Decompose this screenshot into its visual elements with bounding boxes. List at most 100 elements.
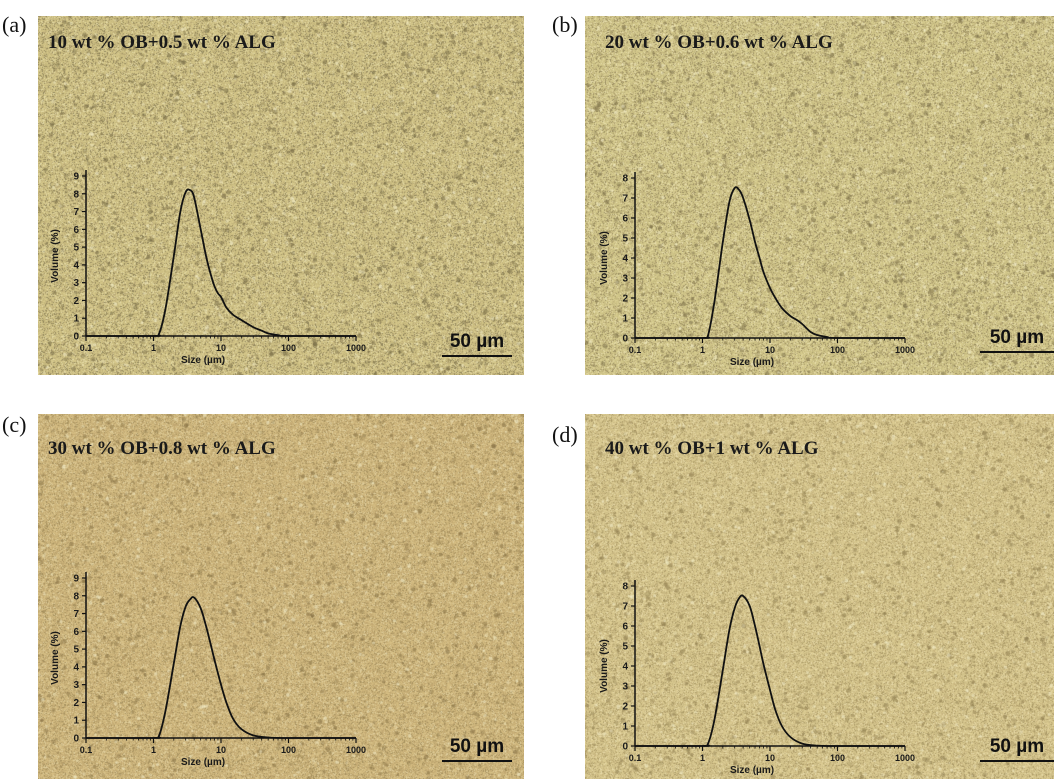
micrograph-image <box>585 414 1054 779</box>
y-axis-label: Volume (%) <box>50 631 61 685</box>
x-axis-label: Size (µm) <box>730 357 774 368</box>
x-tick-label-4: 1000 <box>895 753 915 763</box>
y-tick-label-8: 8 <box>73 189 79 200</box>
x-tick-label-3: 100 <box>281 343 296 353</box>
y-tick-label-1: 1 <box>622 314 628 325</box>
x-tick-label-0: 0.1 <box>80 343 93 353</box>
micrograph-panel-c: 30 wt % OB+0.8 wt % ALG 0 1 2 3 4 5 6 7 8 9 0.1 1 10… <box>38 414 524 779</box>
x-tick-label-3: 100 <box>830 345 845 355</box>
panel-title: 30 wt % OB+0.8 wt % ALG <box>48 438 276 459</box>
y-tick-label-7: 7 <box>73 207 79 218</box>
y-tick-label-4: 4 <box>73 260 79 271</box>
distribution-curve-0 <box>634 186 905 339</box>
y-tick-label-4: 4 <box>622 662 628 673</box>
scale-bar-line <box>980 760 1054 762</box>
micrograph-image <box>38 16 524 375</box>
panel-letter-a: (a) <box>2 12 27 37</box>
x-tick-label-2: 10 <box>765 753 775 763</box>
x-tick-label-2: 10 <box>765 345 775 355</box>
distribution-curve-0 <box>634 594 905 747</box>
distribution-curve-0 <box>85 596 356 739</box>
y-tick-label-7: 7 <box>622 602 628 613</box>
scale-bar: 50 µm <box>442 331 512 357</box>
panel-title: 40 wt % OB+1 wt % ALG <box>605 438 819 459</box>
micrograph-panel-b: 20 wt % OB+0.6 wt % ALG 0 1 2 3 4 5 6 7 8 0.1 1 10 1… <box>585 16 1054 375</box>
panel-letter-b: (b) <box>552 12 578 37</box>
x-tick-label-4: 1000 <box>346 343 366 353</box>
y-tick-label-2: 2 <box>622 702 628 713</box>
y-tick-label-4: 4 <box>73 662 79 673</box>
y-tick-label-3: 3 <box>73 680 79 691</box>
scale-bar-label: 50 µm <box>989 327 1045 348</box>
x-tick-label-3: 100 <box>830 753 845 763</box>
y-tick-label-9: 9 <box>73 574 79 585</box>
x-tick-label-0: 0.1 <box>80 745 93 755</box>
y-tick-label-1: 1 <box>622 722 628 733</box>
y-tick-label-7: 7 <box>73 609 79 620</box>
y-tick-label-0: 0 <box>622 334 628 345</box>
x-axis-label: Size (µm) <box>181 757 225 768</box>
x-tick-label-4: 1000 <box>346 745 366 755</box>
y-axis-label: Volume (%) <box>599 639 610 693</box>
x-tick-label-1: 1 <box>151 343 156 353</box>
x-tick-label-1: 1 <box>700 345 705 355</box>
size-distribution-chart: 0 1 2 3 4 5 6 7 8 9 0.1 1 10 100 1000 Size (µm) Volume (… <box>50 572 366 768</box>
y-tick-label-0: 0 <box>73 332 79 343</box>
distribution-curve-0 <box>85 188 356 337</box>
y-tick-label-8: 8 <box>622 174 628 185</box>
x-tick-label-0: 0.1 <box>629 753 642 763</box>
scale-bar: 50 µm <box>442 736 512 762</box>
y-tick-label-4: 4 <box>622 254 628 265</box>
size-distribution-chart: 0 1 2 3 4 5 6 7 8 0.1 1 10 100 1000 Size (µm) Volume (%… <box>599 172 915 368</box>
y-tick-label-5: 5 <box>622 642 628 653</box>
x-tick-label-2: 10 <box>216 745 226 755</box>
panel-letter-c: (c) <box>2 412 27 437</box>
y-tick-label-6: 6 <box>73 627 79 638</box>
panel-title: 10 wt % OB+0.5 wt % ALG <box>48 32 276 53</box>
scale-bar-label: 50 µm <box>449 736 505 757</box>
scale-bar-label: 50 µm <box>989 736 1045 757</box>
micrograph-panel-a: 10 wt % OB+0.5 wt % ALG 0 1 2 3 4 5 6 7 8 9 0.1 1 10… <box>38 16 524 375</box>
y-tick-label-2: 2 <box>73 296 79 307</box>
y-tick-label-6: 6 <box>622 214 628 225</box>
scale-bar: 50 µm <box>980 736 1054 762</box>
y-tick-label-5: 5 <box>73 243 79 254</box>
panel-title: 20 wt % OB+0.6 wt % ALG <box>605 32 833 53</box>
y-tick-label-9: 9 <box>73 172 79 183</box>
x-tick-label-1: 1 <box>151 745 156 755</box>
x-axis-label: Size (µm) <box>730 765 774 776</box>
micrograph-image <box>585 16 1054 375</box>
y-tick-label-7: 7 <box>622 194 628 205</box>
scale-bar-line <box>980 351 1054 353</box>
panel-letter-d: (d) <box>552 422 578 447</box>
y-tick-label-6: 6 <box>73 225 79 236</box>
y-tick-label-0: 0 <box>622 742 628 753</box>
micrograph-panel-d: 40 wt % OB+1 wt % ALG 0 1 2 3 4 5 6 7 8 0.1 1 10 100… <box>585 414 1054 779</box>
size-distribution-chart: 0 1 2 3 4 5 6 7 8 9 0.1 1 10 100 1000 Size (µm) Volume (… <box>50 170 366 366</box>
x-tick-label-0: 0.1 <box>629 345 642 355</box>
x-axis-label: Size (µm) <box>181 355 225 366</box>
y-tick-label-6: 6 <box>622 622 628 633</box>
scale-bar: 50 µm <box>980 327 1054 353</box>
y-axis-label: Volume (%) <box>50 229 61 283</box>
y-tick-label-3: 3 <box>622 682 628 693</box>
y-tick-label-2: 2 <box>73 698 79 709</box>
scale-bar-label: 50 µm <box>449 331 505 352</box>
scale-bar-line <box>442 760 512 762</box>
y-tick-label-1: 1 <box>73 716 79 727</box>
y-tick-label-3: 3 <box>73 278 79 289</box>
x-tick-label-3: 100 <box>281 745 296 755</box>
y-tick-label-2: 2 <box>622 294 628 305</box>
x-tick-label-2: 10 <box>216 343 226 353</box>
x-tick-label-4: 1000 <box>895 345 915 355</box>
y-tick-label-1: 1 <box>73 314 79 325</box>
y-tick-label-5: 5 <box>622 234 628 245</box>
y-axis-label: Volume (%) <box>599 231 610 285</box>
y-tick-label-3: 3 <box>622 274 628 285</box>
y-tick-label-0: 0 <box>73 734 79 745</box>
x-tick-label-1: 1 <box>700 753 705 763</box>
size-distribution-chart: 0 1 2 3 4 5 6 7 8 0.1 1 10 100 1000 Size (µm) Volume (%… <box>599 580 915 776</box>
scale-bar-line <box>442 355 512 357</box>
y-tick-label-5: 5 <box>73 645 79 656</box>
micrograph-image <box>38 414 524 779</box>
